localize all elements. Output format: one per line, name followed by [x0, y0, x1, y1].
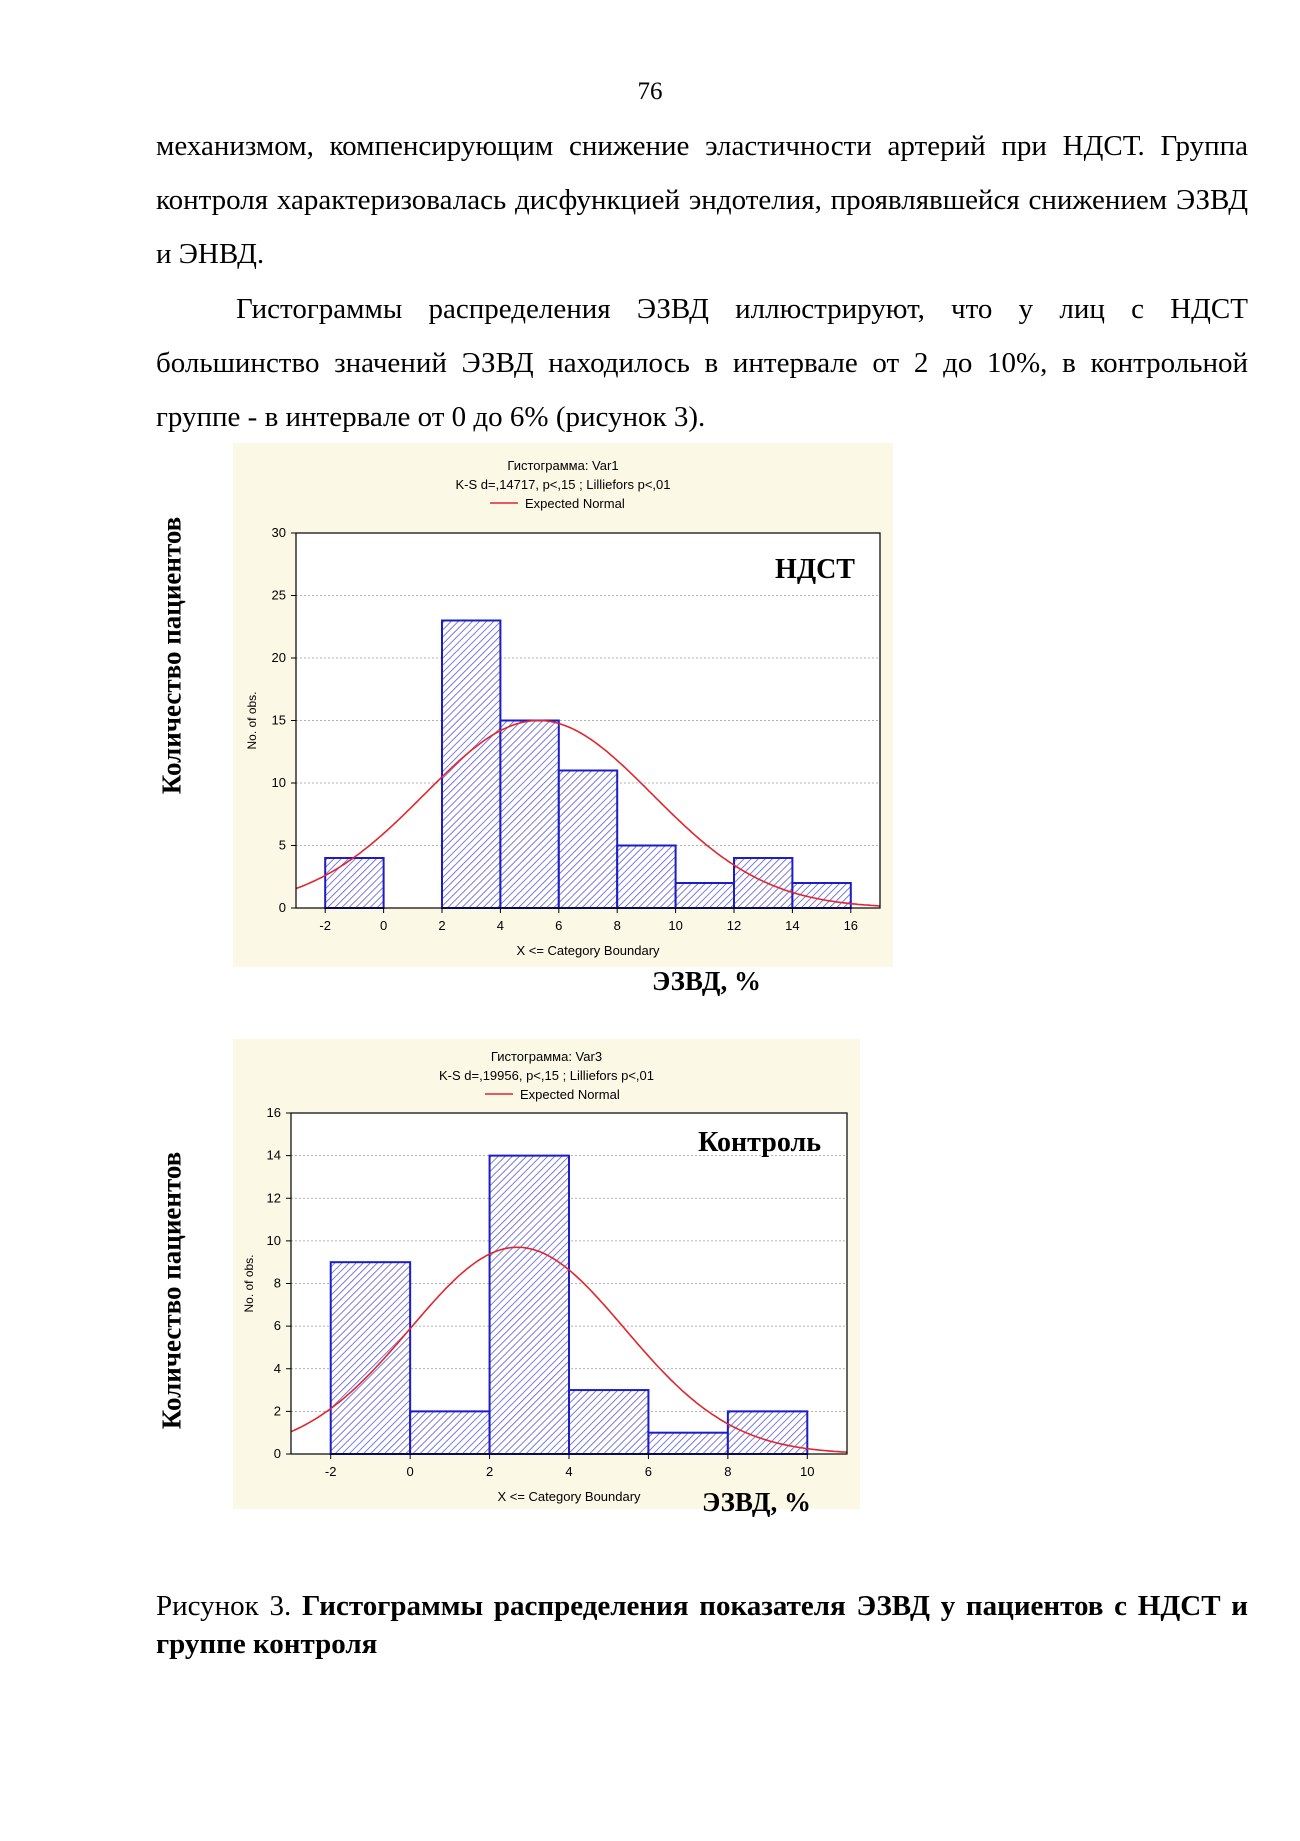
- figure-1-outer-y-label: Количество пациентов: [156, 516, 187, 795]
- histogram-bar: [441, 619, 502, 909]
- x-tick-label: 0: [380, 918, 387, 933]
- y-axis-label: No. of obs.: [242, 1254, 256, 1312]
- y-tick-label: 25: [272, 588, 286, 603]
- x-axis-label: X <= Category Boundary: [497, 1489, 641, 1504]
- x-tick-label: 6: [555, 918, 562, 933]
- paragraph-1: механизмом, компенсирующим снижение элас…: [156, 130, 1248, 270]
- y-tick-label: 30: [272, 525, 286, 540]
- figure-1-outer-x-label: ЭЗВД, %: [652, 966, 761, 996]
- histogram-bar: [409, 1410, 491, 1455]
- y-tick-label: 8: [274, 1276, 281, 1291]
- x-tick-label: 4: [497, 918, 504, 933]
- y-tick-label: 15: [272, 713, 286, 728]
- histogram-bar: [329, 1261, 412, 1455]
- paragraph-2: Гистограммы распределения ЭЗВД иллюстрир…: [156, 293, 1248, 433]
- figure-2: Гистограмма: Var3 K-S d=,19956, p<,15 ; L…: [233, 1039, 860, 1509]
- y-tick-label: 4: [274, 1361, 281, 1376]
- y-tick-label: 20: [272, 650, 286, 665]
- x-tick-label: 16: [844, 918, 858, 933]
- histogram-control: Гистограмма: Var3 K-S d=,19956, p<,15 ; L…: [233, 1039, 860, 1509]
- x-tick-label: 6: [645, 1464, 652, 1479]
- page-number: 76: [637, 78, 663, 105]
- histogram-bar: [488, 1154, 571, 1455]
- histogram-bar: [499, 719, 560, 909]
- histogram-bar: [674, 882, 736, 909]
- y-tick-label: 5: [279, 838, 286, 853]
- expected-normal-curve: [295, 719, 881, 907]
- x-tick-label: 14: [785, 918, 799, 933]
- y-axis-label: No. of obs.: [245, 691, 259, 749]
- y-tick-label: 12: [267, 1190, 281, 1205]
- chart-title: Гистограмма: Var3: [491, 1049, 602, 1064]
- histogram-bar: [733, 857, 794, 909]
- chart-subtitle: K-S d=,14717, p<,15 ; Lilliefors p<,01: [455, 477, 670, 492]
- y-tick-label: 0: [279, 900, 286, 915]
- y-tick-label: 2: [274, 1403, 281, 1418]
- x-tick-label: 10: [668, 918, 682, 933]
- histogram-bar: [726, 1410, 809, 1455]
- x-tick-label: 8: [614, 918, 621, 933]
- x-tick-label: 12: [727, 918, 741, 933]
- legend-label: Expected Normal: [520, 1087, 620, 1102]
- histogram-bar: [324, 857, 385, 909]
- histogram-bar: [568, 1389, 650, 1455]
- figure-1: Гистограмма: Var1 K-S d=,14717, p<,15 ; L…: [233, 443, 893, 967]
- caption-prefix: Рисунок 3.: [156, 1590, 302, 1622]
- histogram-bar: [791, 882, 852, 909]
- y-tick-label: 10: [272, 775, 286, 790]
- x-tick-label: 4: [565, 1464, 572, 1479]
- chart-title: Гистограмма: Var1: [507, 458, 618, 473]
- figure-2-outer-y-label: Количество пациентов: [156, 1151, 187, 1430]
- legend-label: Expected Normal: [525, 496, 625, 511]
- x-axis-label: X <= Category Boundary: [516, 943, 660, 958]
- x-tick-label: 8: [724, 1464, 731, 1479]
- inset-label: НДСТ: [775, 554, 855, 585]
- y-tick-label: 6: [274, 1318, 281, 1333]
- figure-2-outer-x-label: ЭЗВД, %: [702, 1487, 811, 1517]
- figure-caption: Рисунок 3. Гистограммы распределения пок…: [156, 1587, 1248, 1663]
- expected-normal-curve: [290, 1246, 848, 1453]
- y-tick-label: 10: [267, 1233, 281, 1248]
- histogram-bar: [616, 844, 677, 909]
- x-tick-label: 0: [407, 1464, 414, 1479]
- x-tick-label: 2: [486, 1464, 493, 1479]
- histogram-ndst: Гистограмма: Var1 K-S d=,14717, p<,15 ; L…: [233, 443, 893, 967]
- x-tick-label: 10: [800, 1464, 814, 1479]
- caption-bold: Гистограммы распределения показателя ЭЗВ…: [156, 1590, 1248, 1660]
- y-tick-label: 16: [267, 1105, 281, 1120]
- y-tick-label: 0: [274, 1446, 281, 1461]
- x-tick-label: -2: [319, 918, 331, 933]
- inset-label: Контроль: [698, 1127, 821, 1158]
- chart-subtitle: K-S d=,19956, p<,15 ; Lilliefors p<,01: [439, 1068, 654, 1083]
- histogram-bar: [557, 769, 619, 909]
- x-tick-label: -2: [325, 1464, 337, 1479]
- x-tick-label: 2: [438, 918, 445, 933]
- y-tick-label: 14: [267, 1148, 281, 1163]
- histogram-bar: [647, 1431, 729, 1455]
